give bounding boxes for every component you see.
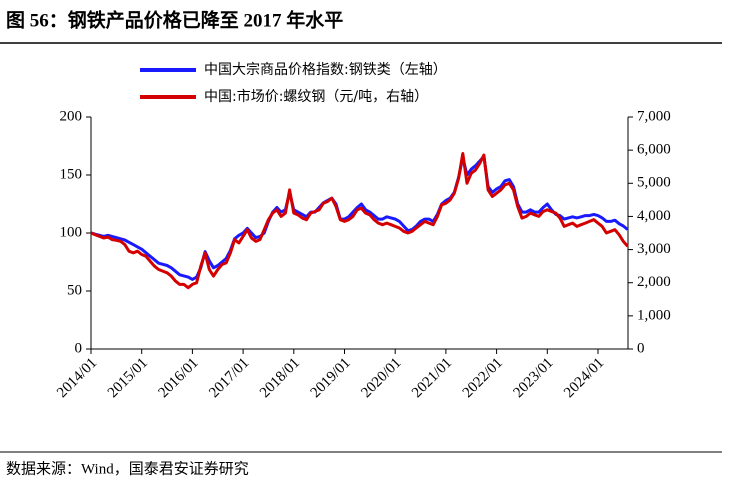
y-tick-label: 200 (60, 108, 83, 124)
x-tick-label: 2016/01 (156, 355, 202, 401)
y-tick-label: 100 (60, 224, 83, 240)
y-tick-label: 150 (60, 166, 83, 182)
x-tick-label: 2022/01 (460, 355, 506, 401)
y2-tick-label: 0 (637, 340, 645, 356)
y2-tick-label: 3,000 (637, 241, 671, 257)
y2-tick-label: 6,000 (637, 142, 671, 158)
x-tick-label: 2023/01 (510, 355, 556, 401)
chart-title: 图 56：钢铁产品价格已降至 2017 年水平 (6, 8, 343, 31)
x-tick-label: 2024/01 (561, 355, 607, 401)
legend-label: 中国:市场价:螺纹钢（元/吨，右轴） (204, 88, 428, 105)
x-tick-label: 2019/01 (308, 355, 354, 401)
x-tick-label: 2020/01 (358, 355, 404, 401)
y2-tick-label: 7,000 (637, 108, 671, 124)
x-tick-label: 2015/01 (105, 355, 151, 401)
y2-tick-label: 5,000 (637, 175, 671, 191)
x-tick-label: 2018/01 (257, 355, 303, 401)
source: 数据来源：Wind，国泰君安证券研究 (6, 460, 249, 477)
x-tick-label: 2017/01 (206, 355, 252, 401)
y2-tick-label: 2,000 (637, 274, 671, 290)
x-tick-label: 2021/01 (409, 355, 455, 401)
y2-tick-label: 4,000 (637, 208, 671, 224)
y-tick-label: 50 (67, 282, 82, 298)
series-line (90, 154, 629, 281)
legend-label: 中国大宗商品价格指数:钢铁类（左轴） (204, 62, 447, 78)
y-tick-label: 0 (75, 340, 83, 356)
y2-tick-label: 1,000 (637, 307, 671, 323)
series-line (90, 152, 629, 290)
x-tick-label: 2014/01 (54, 355, 100, 401)
